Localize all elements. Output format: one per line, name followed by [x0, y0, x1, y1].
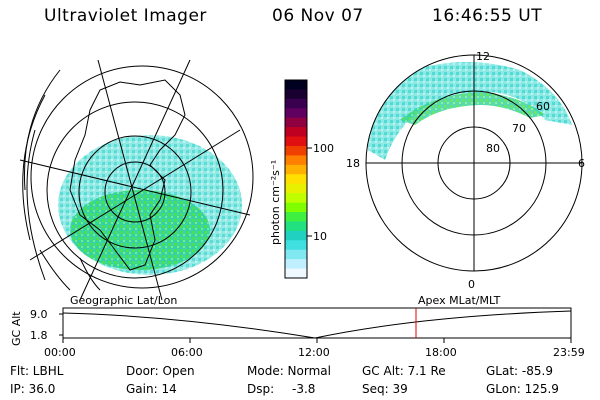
colorbar-segment	[285, 146, 307, 156]
colorbar-segment	[285, 221, 307, 232]
colorbar-segment	[285, 240, 307, 251]
observation-date: 06 Nov 07	[272, 6, 364, 26]
mlt-label-12: 12	[476, 50, 490, 63]
x-tick-2359: 23:59	[553, 346, 585, 359]
y-tick-high: 9.0	[30, 308, 48, 321]
timeline-axis-label: GC Alt	[10, 311, 23, 346]
x-tick-1800: 18:00	[425, 346, 457, 359]
door-info: Door: Open	[126, 364, 195, 378]
lat-label-70: 70	[512, 122, 526, 135]
x-tick-0000: 00:00	[44, 346, 76, 359]
filter-info: Flt: LBHL	[10, 364, 64, 378]
colorbar-tick-100: 100	[313, 142, 334, 155]
colorbar-segment	[285, 268, 307, 279]
mlt-label-6: 6	[578, 157, 585, 170]
colorbar-segment	[285, 108, 307, 119]
dsp-label: Dsp:	[247, 382, 275, 396]
colorbar-segment	[285, 230, 307, 241]
seq-info: Seq: 39	[362, 382, 408, 396]
colorbar-unit-label: photon cm⁻²s⁻¹	[269, 160, 282, 245]
colorbar-segment	[285, 80, 307, 90]
instrument-title: Ultraviolet Imager	[44, 6, 207, 26]
colorbar-segment	[285, 136, 307, 147]
colorbar-segment	[285, 202, 307, 213]
colorbar-segment	[285, 183, 307, 194]
y-tick-low: 1.8	[30, 329, 48, 342]
gc-altitude-info: GC Alt: 7.1 Re	[362, 364, 446, 378]
ip-info: IP: 36.0	[10, 382, 56, 396]
glon-info: GLon: 125.9	[486, 382, 559, 396]
mlt-label-18: 18	[346, 157, 360, 170]
x-tick-1200: 12:00	[298, 346, 330, 359]
colorbar-segment	[285, 164, 307, 175]
colorbar-segment	[285, 155, 307, 166]
glat-info: GLat: -85.9	[486, 364, 553, 378]
colorbar-segment	[285, 193, 307, 204]
colorbar-tick-10: 10	[313, 230, 327, 243]
x-tick-0600: 06:00	[171, 346, 203, 359]
altitude-curve	[62, 310, 572, 339]
mlt-label-0: 0	[468, 278, 475, 291]
colorbar-segment	[285, 174, 307, 185]
colorbar-segment	[285, 127, 307, 138]
colorbar-segment	[285, 98, 307, 109]
gain-info: Gain: 14	[126, 382, 177, 396]
geographic-label: Geographic Lat/Lon	[70, 294, 178, 307]
continent-outline	[69, 79, 186, 271]
colorbar-segment	[285, 117, 307, 128]
apex-label: Apex MLat/MLT	[418, 294, 501, 307]
dsp-value: -3.8	[292, 382, 316, 396]
mode-info: Mode: Normal	[247, 364, 331, 378]
right-aurora-oval	[368, 61, 572, 160]
lat-label-60: 60	[536, 100, 550, 113]
colorbar-segment	[285, 249, 307, 260]
colorbar-segment	[285, 259, 307, 270]
observation-time: 16:46:55 UT	[432, 6, 543, 26]
lat-label-80: 80	[486, 142, 500, 155]
colorbar-segment	[285, 212, 307, 222]
left-aurora-inner	[70, 190, 210, 270]
colorbar-segment	[285, 89, 307, 100]
